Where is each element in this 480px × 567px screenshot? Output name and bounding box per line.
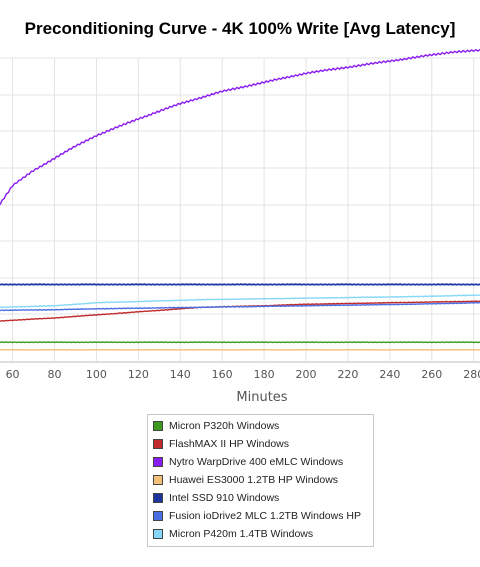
legend-item: Intel SSD 910 Windows <box>153 490 279 506</box>
x-tick-label: 220 <box>337 368 358 381</box>
series-line <box>0 48 480 206</box>
x-tick-label: 240 <box>379 368 400 381</box>
legend-label: Intel SSD 910 Windows <box>169 492 280 504</box>
legend-item: Micron P320h Windows <box>153 418 279 434</box>
series-line <box>0 301 480 312</box>
legend-item: Fusion ioDrive2 MLC 1.2TB Windows HP <box>153 508 361 524</box>
legend-swatch <box>153 475 163 485</box>
x-tick-label: 280 <box>463 368 480 381</box>
grid-lines <box>0 57 480 363</box>
x-axis-label: Minutes <box>236 390 287 405</box>
legend-label: FlashMAX II HP Windows <box>169 438 290 450</box>
legend-label: Micron P320h Windows <box>169 420 280 432</box>
x-tick-label: 100 <box>86 368 107 381</box>
legend-swatch <box>153 439 163 449</box>
x-tick-label: 120 <box>128 368 149 381</box>
x-tick-label: 60 <box>6 368 20 381</box>
series-line <box>0 283 480 286</box>
x-tick-label: 80 <box>47 368 61 381</box>
legend-swatch <box>153 529 163 539</box>
legend-swatch <box>153 421 163 431</box>
x-tick-label: 260 <box>421 368 442 381</box>
x-tick-label: 140 <box>170 368 191 381</box>
legend-item: Huawei ES3000 1.2TB HP Windows <box>153 472 338 488</box>
series-line <box>0 348 480 351</box>
chart-title: Preconditioning Curve - 4K 100% Write [A… <box>24 19 456 38</box>
legend-item: Micron P420m 1.4TB Windows <box>153 526 313 542</box>
x-tick-label: 180 <box>254 368 275 381</box>
legend-swatch <box>153 493 163 503</box>
series-line <box>0 294 480 309</box>
legend-label: Micron P420m 1.4TB Windows <box>169 528 314 540</box>
series-line <box>0 341 480 344</box>
x-tick-labels: 60 80 100 120 140 160 180 200 220 240 260 280 <box>6 368 480 381</box>
x-tick-label: 200 <box>296 368 317 381</box>
x-tick-label: 160 <box>212 368 233 381</box>
legend-label: Fusion ioDrive2 MLC 1.2TB Windows HP <box>169 510 361 522</box>
legend-label: Nytro WarpDrive 400 eMLC Windows <box>169 456 344 468</box>
legend-label: Huawei ES3000 1.2TB HP Windows <box>169 474 339 486</box>
legend-swatch <box>153 511 163 521</box>
series-lines <box>0 48 480 351</box>
legend-item: FlashMAX II HP Windows <box>153 436 289 452</box>
legend-item: Nytro WarpDrive 400 eMLC Windows <box>153 454 343 470</box>
legend-swatch <box>153 457 163 467</box>
legend: Micron P320h Windows FlashMAX II HP Windo… <box>147 414 374 547</box>
